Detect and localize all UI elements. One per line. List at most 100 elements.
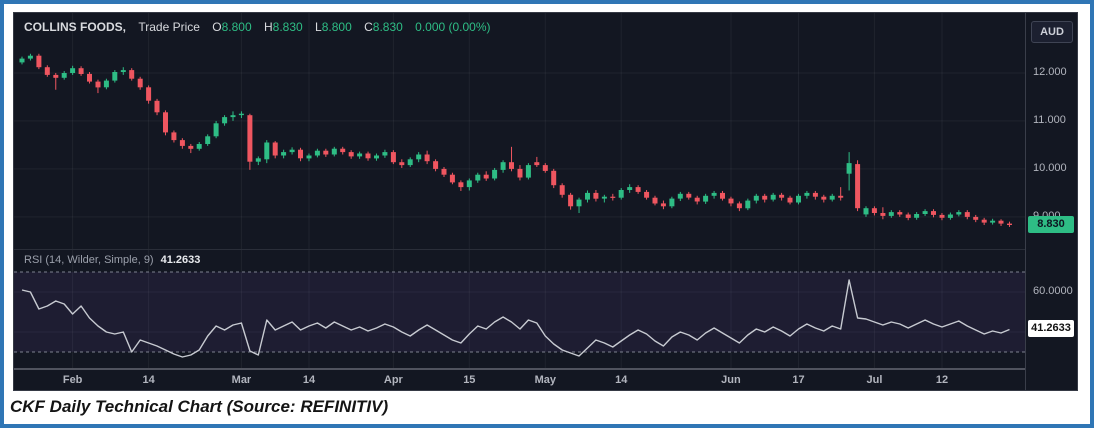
candle-body bbox=[424, 154, 430, 162]
price-axis-label: 12.000 bbox=[1033, 65, 1067, 78]
candle-body bbox=[171, 132, 177, 141]
candle-body bbox=[1007, 223, 1012, 225]
candle-body bbox=[179, 140, 185, 146]
trading-chart: COLLINS FOODS, Trade Price O8.800 H8.830… bbox=[13, 12, 1078, 391]
candle-body bbox=[306, 155, 312, 159]
candle-body bbox=[559, 185, 565, 195]
time-tick-label: 14 bbox=[302, 374, 316, 386]
candle-body bbox=[998, 220, 1004, 224]
candle-body bbox=[669, 198, 675, 207]
symbol-label: COLLINS FOODS, bbox=[24, 20, 126, 34]
candle-body bbox=[990, 220, 996, 223]
caption: CKF Daily Technical Chart (Source: REFIN… bbox=[10, 397, 389, 416]
rsi-current-value: 41.2633 bbox=[160, 254, 201, 266]
change-value: 0.000 (0.00%) bbox=[415, 20, 491, 34]
candle-body bbox=[576, 199, 582, 207]
candle-body bbox=[677, 193, 683, 199]
candle-body bbox=[331, 148, 337, 155]
candle-body bbox=[53, 74, 59, 78]
open-value: O8.800 bbox=[212, 20, 252, 34]
rsi-axis-label: 60.0000 bbox=[1033, 285, 1073, 297]
candle-body bbox=[365, 153, 371, 159]
candle-body bbox=[871, 208, 877, 213]
rsi-pane[interactable]: RSI (14, Wilder, Simple, 9) 41.2633 bbox=[14, 250, 1027, 368]
rsi-value-badge: 41.2633 bbox=[1028, 320, 1074, 338]
candle-body bbox=[855, 164, 861, 209]
time-tick-label: Apr bbox=[383, 374, 403, 386]
candle-body bbox=[70, 68, 76, 73]
candle-body bbox=[517, 168, 523, 178]
candle-body bbox=[905, 214, 911, 218]
chart-legend: COLLINS FOODS, Trade Price O8.800 H8.830… bbox=[24, 20, 491, 34]
candle-body bbox=[627, 187, 633, 190]
candle-body bbox=[534, 162, 540, 166]
candle-body bbox=[95, 81, 101, 88]
candle-body bbox=[779, 194, 785, 198]
candles-group bbox=[19, 53, 1012, 227]
candle-body bbox=[973, 216, 979, 220]
candle-body bbox=[770, 194, 776, 200]
candle-body bbox=[475, 174, 481, 181]
candle-body bbox=[382, 152, 388, 156]
candle-body bbox=[154, 100, 160, 113]
candle-body bbox=[525, 165, 531, 178]
candle-body bbox=[762, 195, 768, 200]
price-pane[interactable]: COLLINS FOODS, Trade Price O8.800 H8.830… bbox=[14, 13, 1027, 249]
candle-body bbox=[289, 149, 295, 153]
candle-body bbox=[222, 117, 228, 124]
candle-body bbox=[27, 55, 33, 59]
candle-body bbox=[129, 70, 135, 79]
candle-body bbox=[19, 58, 25, 63]
time-tick-label: 17 bbox=[792, 374, 805, 386]
candle-body bbox=[137, 78, 143, 88]
time-tick-label: Feb bbox=[62, 374, 83, 386]
candle-body bbox=[103, 80, 109, 88]
candle-body bbox=[711, 192, 717, 196]
price-axis-label: 10.000 bbox=[1033, 161, 1067, 174]
candle-body bbox=[964, 212, 970, 217]
candle-body bbox=[728, 198, 734, 204]
candle-body bbox=[644, 191, 650, 198]
candle-body bbox=[880, 213, 886, 216]
candle-body bbox=[44, 67, 50, 75]
rsi-label: RSI (14, Wilder, Simple, 9) bbox=[24, 254, 154, 266]
candle-body bbox=[458, 182, 464, 188]
price-pane-canvas[interactable] bbox=[14, 13, 1027, 249]
candle-body bbox=[323, 150, 329, 155]
candle-body bbox=[120, 70, 126, 72]
last-price-badge: 8.830 bbox=[1028, 216, 1074, 234]
candle-body bbox=[601, 196, 607, 199]
candle-body bbox=[753, 195, 759, 201]
time-axis-separator bbox=[14, 368, 1077, 370]
candle-body bbox=[593, 192, 599, 199]
candle-body bbox=[846, 163, 852, 174]
candle-body bbox=[441, 168, 447, 175]
candle-body bbox=[87, 73, 92, 82]
candle-body bbox=[863, 208, 869, 215]
candle-body bbox=[281, 152, 287, 156]
candle-body bbox=[247, 115, 253, 162]
candle-body bbox=[956, 212, 962, 215]
candle-body bbox=[981, 219, 987, 223]
candle-body bbox=[635, 187, 641, 192]
rsi-band bbox=[14, 272, 1027, 352]
candle-body bbox=[357, 153, 363, 157]
candle-body bbox=[922, 211, 928, 214]
candle-body bbox=[238, 113, 244, 116]
candle-body bbox=[745, 200, 751, 209]
rsi-pane-canvas[interactable] bbox=[14, 250, 1027, 368]
currency-button[interactable]: AUD bbox=[1031, 21, 1073, 43]
candle-body bbox=[78, 68, 84, 74]
candle-body bbox=[804, 192, 810, 196]
pane-separator bbox=[14, 249, 1077, 250]
candle-body bbox=[196, 144, 202, 149]
candle-body bbox=[407, 159, 413, 166]
price-axis-label: 11.000 bbox=[1033, 113, 1066, 126]
candle-body bbox=[390, 152, 396, 163]
candle-body bbox=[298, 149, 303, 159]
time-axis[interactable]: Feb 14 Mar 14 Apr 15 May 14 Jun 17 Jul 12 bbox=[14, 370, 1027, 390]
candle-body bbox=[618, 190, 624, 198]
candle-body bbox=[796, 195, 801, 203]
candle-body bbox=[821, 196, 827, 200]
